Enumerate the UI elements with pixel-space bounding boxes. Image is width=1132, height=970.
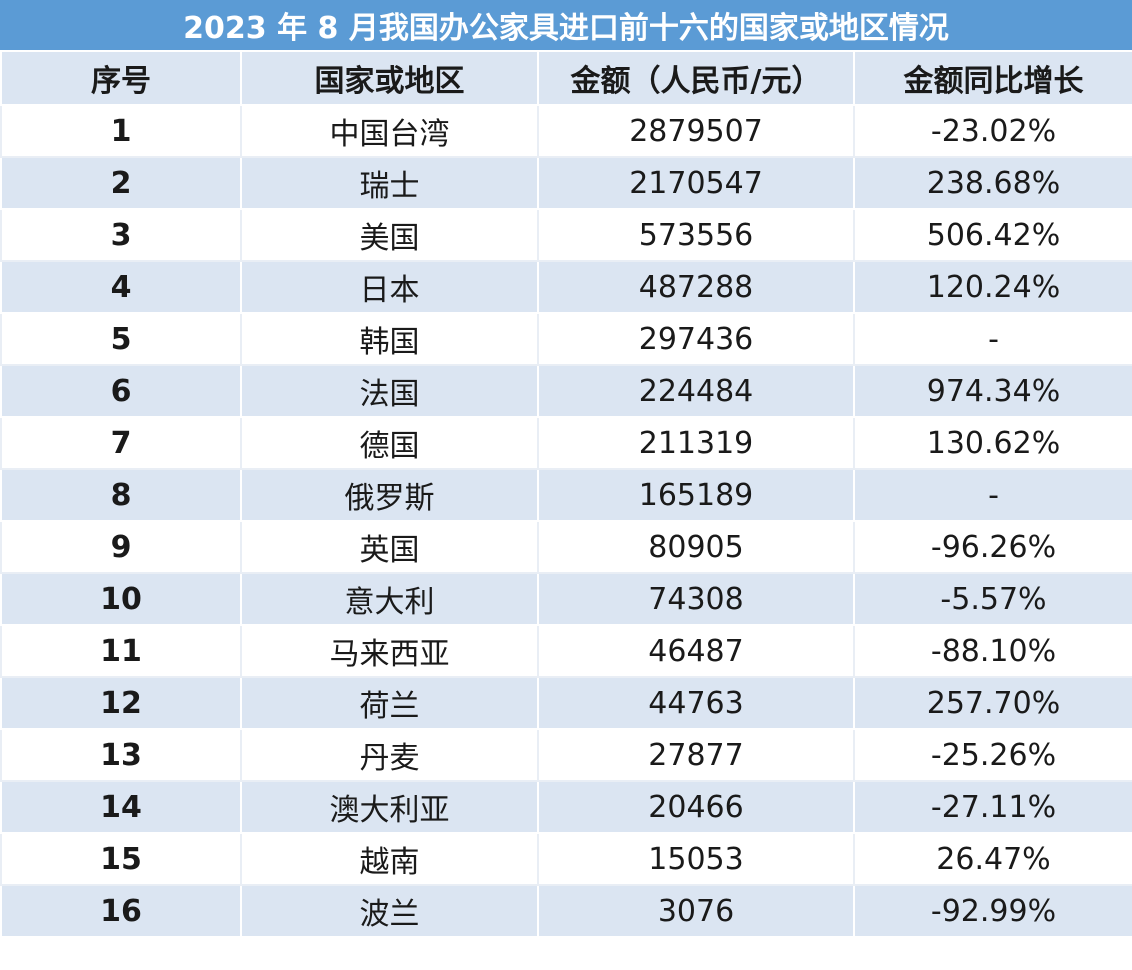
row-growth: 506.42%	[853, 208, 1132, 262]
row-index: 14	[0, 780, 242, 834]
row-region: 俄罗斯	[240, 468, 539, 522]
row-amount: 2170547	[537, 156, 855, 210]
row-amount: 487288	[537, 260, 855, 314]
row-amount: 74308	[537, 572, 855, 626]
row-growth: 26.47%	[853, 832, 1132, 886]
row-amount: 211319	[537, 416, 855, 470]
row-region: 马来西亚	[240, 624, 539, 678]
row-amount: 15053	[537, 832, 855, 886]
row-amount: 573556	[537, 208, 855, 262]
row-region: 荷兰	[240, 676, 539, 730]
table-row: 2 瑞士 2170547 238.68%	[0, 156, 1132, 210]
row-amount: 27877	[537, 728, 855, 782]
header-amount: 金额（人民币/元）	[537, 50, 855, 106]
row-region: 美国	[240, 208, 539, 262]
row-index: 15	[0, 832, 242, 886]
table-row: 15 越南 15053 26.47%	[0, 832, 1132, 886]
header-region: 国家或地区	[240, 50, 539, 106]
row-growth: -5.57%	[853, 572, 1132, 626]
row-region: 韩国	[240, 312, 539, 366]
row-growth: -25.26%	[853, 728, 1132, 782]
row-amount: 20466	[537, 780, 855, 834]
row-index: 11	[0, 624, 242, 678]
header-index: 序号	[0, 50, 242, 106]
table-row: 7 德国 211319 130.62%	[0, 416, 1132, 470]
row-index: 10	[0, 572, 242, 626]
row-region: 瑞士	[240, 156, 539, 210]
row-index: 9	[0, 520, 242, 574]
row-index: 1	[0, 104, 242, 158]
row-growth: 257.70%	[853, 676, 1132, 730]
table-title: 2023 年 8 月我国办公家具进口前十六的国家或地区情况	[0, 0, 1132, 50]
table-row: 13 丹麦 27877 -25.26%	[0, 728, 1132, 782]
row-region: 法国	[240, 364, 539, 418]
header-row: 序号 国家或地区 金额（人民币/元） 金额同比增长	[0, 50, 1132, 106]
row-amount: 46487	[537, 624, 855, 678]
row-index: 5	[0, 312, 242, 366]
row-growth: -27.11%	[853, 780, 1132, 834]
row-region: 英国	[240, 520, 539, 574]
row-growth: 974.34%	[853, 364, 1132, 418]
row-index: 6	[0, 364, 242, 418]
row-index: 12	[0, 676, 242, 730]
row-region: 德国	[240, 416, 539, 470]
table-row: 9 英国 80905 -96.26%	[0, 520, 1132, 574]
row-index: 7	[0, 416, 242, 470]
table-row: 12 荷兰 44763 257.70%	[0, 676, 1132, 730]
table-row: 11 马来西亚 46487 -88.10%	[0, 624, 1132, 678]
row-amount: 224484	[537, 364, 855, 418]
row-index: 4	[0, 260, 242, 314]
row-amount: 297436	[537, 312, 855, 366]
table-row: 5 韩国 297436 -	[0, 312, 1132, 366]
row-region: 越南	[240, 832, 539, 886]
row-growth: -96.26%	[853, 520, 1132, 574]
row-growth: 120.24%	[853, 260, 1132, 314]
row-index: 3	[0, 208, 242, 262]
table-row: 14 澳大利亚 20466 -27.11%	[0, 780, 1132, 834]
row-amount: 80905	[537, 520, 855, 574]
header-growth: 金额同比增长	[853, 50, 1132, 106]
row-index: 16	[0, 884, 242, 938]
row-region: 日本	[240, 260, 539, 314]
import-table: 序号 国家或地区 金额（人民币/元） 金额同比增长 1 中国台湾 2879507…	[0, 50, 1132, 938]
table-row: 8 俄罗斯 165189 -	[0, 468, 1132, 522]
table-row: 4 日本 487288 120.24%	[0, 260, 1132, 314]
row-amount: 44763	[537, 676, 855, 730]
table-row: 10 意大利 74308 -5.57%	[0, 572, 1132, 626]
row-growth: -23.02%	[853, 104, 1132, 158]
table-row: 1 中国台湾 2879507 -23.02%	[0, 104, 1132, 158]
row-growth: -92.99%	[853, 884, 1132, 938]
row-region: 丹麦	[240, 728, 539, 782]
row-region: 意大利	[240, 572, 539, 626]
row-index: 8	[0, 468, 242, 522]
row-growth: 238.68%	[853, 156, 1132, 210]
row-region: 澳大利亚	[240, 780, 539, 834]
row-region: 波兰	[240, 884, 539, 938]
row-index: 2	[0, 156, 242, 210]
row-region: 中国台湾	[240, 104, 539, 158]
row-amount: 165189	[537, 468, 855, 522]
row-index: 13	[0, 728, 242, 782]
row-growth: -	[853, 468, 1132, 522]
row-amount: 2879507	[537, 104, 855, 158]
row-growth: -88.10%	[853, 624, 1132, 678]
row-growth: -	[853, 312, 1132, 366]
table-row: 16 波兰 3076 -92.99%	[0, 884, 1132, 938]
row-amount: 3076	[537, 884, 855, 938]
row-growth: 130.62%	[853, 416, 1132, 470]
table-row: 6 法国 224484 974.34%	[0, 364, 1132, 418]
table-row: 3 美国 573556 506.42%	[0, 208, 1132, 262]
